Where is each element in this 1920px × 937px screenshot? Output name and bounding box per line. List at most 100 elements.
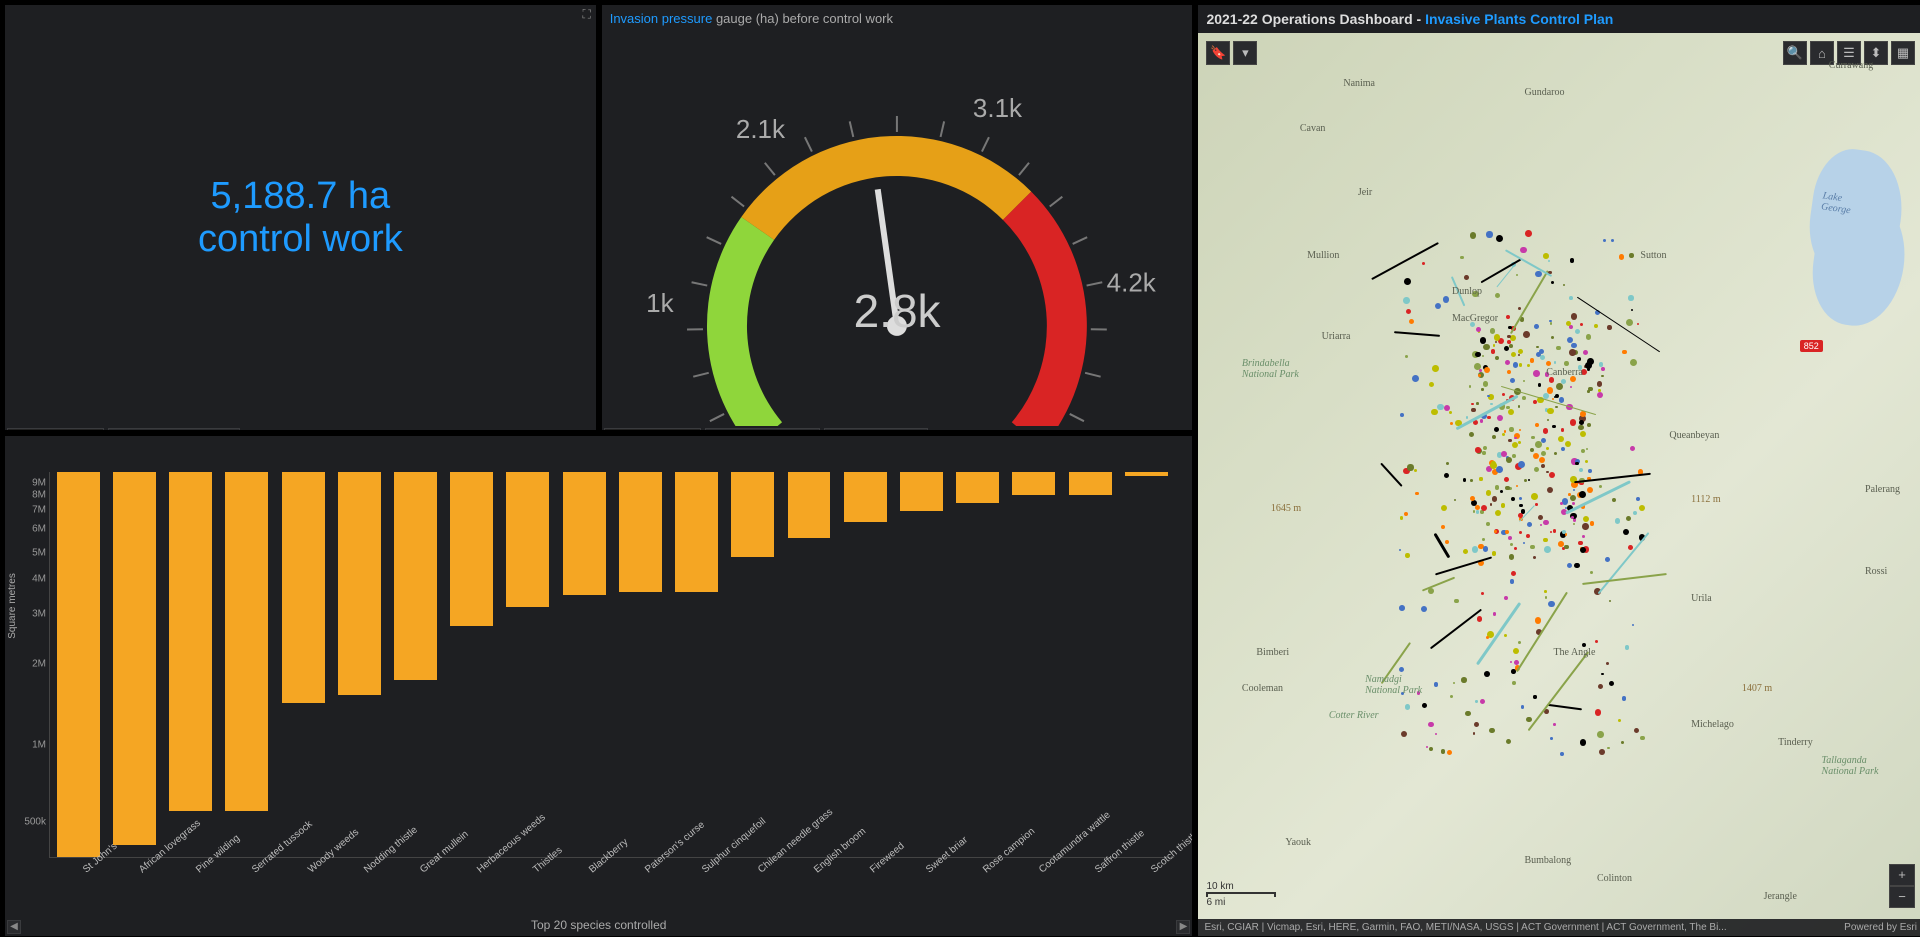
map-place-label: Mullion <box>1307 250 1339 261</box>
gauge-tab-1[interactable]: Contractor work <box>705 428 820 431</box>
map-scalebar: 10 km 6 mi <box>1206 881 1276 908</box>
svg-text:2.1k: 2.1k <box>736 114 786 144</box>
attribution-sources: Esri, CGIAR | Vicmap, Esri, HERE, Garmin… <box>1204 922 1726 933</box>
chart-scroll-right[interactable]: ▶ <box>1176 920 1190 934</box>
chart-ytick: 8M <box>10 489 46 500</box>
scalebar-km: 10 km <box>1206 881 1276 892</box>
map-attribution: Esri, CGIAR | Vicmap, Esri, HERE, Garmin… <box>1198 919 1920 936</box>
map-toolbar-left: 🔖▾ <box>1206 41 1257 65</box>
chart-bar[interactable]: Chilean needle grass <box>731 472 774 857</box>
chart-bar[interactable]: Nodding thistle <box>338 472 381 857</box>
map-place-label: Rossi <box>1865 566 1887 577</box>
chart-scroll-left[interactable]: ◀ <box>7 920 21 934</box>
map-place-label: MacGregor <box>1452 313 1498 324</box>
map-title-highlight: Invasive Plants Control Plan <box>1425 11 1613 27</box>
map-place-label: Tinderry <box>1778 737 1813 748</box>
gauge-value: 2.8k <box>602 284 1193 338</box>
map-park-label: Cotter River <box>1329 710 1379 721</box>
indicator-tab-0[interactable]: Control work <box>7 428 104 431</box>
svg-text:3.1k: 3.1k <box>973 93 1023 123</box>
map-place-label: Palerang <box>1865 484 1900 495</box>
chart-bar[interactable]: Blackberry <box>563 472 606 857</box>
zoom-out-button[interactable]: − <box>1889 886 1915 908</box>
chart-bar[interactable]: Sulphur cinquefoil <box>675 472 718 857</box>
indicator-caption: control work <box>198 218 403 261</box>
map-elevation-label: 1645 m <box>1271 503 1301 514</box>
map-elevation-label: 1112 m <box>1691 494 1721 505</box>
gauge-tab-0[interactable]: Control work <box>604 428 701 431</box>
map-canvas[interactable]: 🔖▾ 🔍⌂☰⬍▦ 10 km 6 mi + − Esri, CGIAR | Vi… <box>1198 33 1920 936</box>
chart-plot[interactable]: St John's wort African lovegrass Pine wild… <box>49 472 1174 858</box>
chart-bar[interactable]: Rose campion <box>956 472 999 857</box>
expand-icon[interactable]: ⛶ <box>580 7 594 21</box>
map-place-label: Bimberi <box>1256 647 1289 658</box>
map-park-label: NamadgiNational Park <box>1365 674 1422 696</box>
chart-x-title: Top 20 species controlled <box>5 916 1192 936</box>
chart-bar[interactable]: Great mullein <box>394 472 437 857</box>
map-place-label: Nanima <box>1343 78 1375 89</box>
chart-bar[interactable]: Paterson's curse <box>619 472 662 857</box>
map-title: 2021-22 Operations Dashboard - Invasive … <box>1198 5 1920 33</box>
scalebar-mi: 6 mi <box>1206 897 1276 908</box>
map-place-label: Jerangle <box>1764 891 1797 902</box>
chart-bar[interactable]: Thistles <box>506 472 549 857</box>
basemap-icon[interactable]: ▦ <box>1891 41 1915 65</box>
map-zoom-control: + − <box>1889 864 1915 908</box>
chart-bar[interactable]: Saffron thistle <box>1069 472 1112 857</box>
map-place-label: Canberra <box>1546 367 1583 378</box>
map-place-label: Yaouk <box>1285 837 1311 848</box>
dropdown-icon[interactable]: ▾ <box>1233 41 1257 65</box>
map-place-label: Cavan <box>1300 123 1326 134</box>
gauge-tab-2[interactable]: Not-controlled <box>824 428 929 431</box>
map-place-label: Sutton <box>1640 250 1666 261</box>
chart-ytick: 4M <box>10 574 46 585</box>
indicator-tab-1[interactable]: Area not-controlled <box>108 428 239 431</box>
attribution-powered: Powered by Esri <box>1844 922 1917 933</box>
map-park-label: TallagandaNational Park <box>1822 755 1879 777</box>
chart-ytick: 7M <box>10 505 46 516</box>
indicator-value: 5,188.7 ha <box>211 175 391 218</box>
indicator-panel: ⛶ 5,188.7 ha control work Control work Ar… <box>4 4 597 431</box>
map-place-label: Currawang <box>1829 60 1873 71</box>
map-place-label: Urila <box>1691 593 1712 604</box>
chart-ytick: 5M <box>10 547 46 558</box>
chart-bar[interactable]: Cootamundra wattle <box>1012 472 1055 857</box>
indicator-tabs: Control work Area not-controlled <box>5 426 242 431</box>
chart-bar[interactable]: Fireweed <box>844 472 887 857</box>
map-title-plain: 2021-22 Operations Dashboard - <box>1206 11 1425 27</box>
chart-bar[interactable]: Woody weeds <box>282 472 325 857</box>
chart-bar[interactable]: Herbaceous weeds <box>450 472 493 857</box>
gauge-title-highlight: Invasion pressure <box>610 11 713 26</box>
chart-bars: St John's wort African lovegrass Pine wild… <box>50 472 1174 857</box>
gauge-tabs: Control work Contractor work Not-controlle… <box>602 426 931 431</box>
chart-panel: Square metres St John's wortAfrican love… <box>4 435 1193 937</box>
bookmark-icon[interactable]: 🔖 <box>1206 41 1230 65</box>
chart-bar[interactable]: African lovegrass <box>113 472 156 857</box>
chart-ytick: 2M <box>10 659 46 670</box>
map-park-label: BrindabellaNational Park <box>1242 358 1299 380</box>
gauge-wrap: 01k2.1k3.1k4.2k5.2k 2.8k <box>602 26 1193 426</box>
chart-bar[interactable]: English broom <box>788 472 831 857</box>
chart-bar[interactable]: Pine wilding <box>169 472 212 857</box>
chart-bar[interactable]: Serrated tussock <box>225 472 268 857</box>
search-icon[interactable]: 🔍 <box>1783 41 1807 65</box>
map-panel: 2021-22 Operations Dashboard - Invasive … <box>1197 4 1920 937</box>
chart-bar[interactable]: Scotch thistle <box>1125 472 1168 857</box>
chart-bar[interactable]: Sweet briar <box>900 472 943 857</box>
chart-ytick: 3M <box>10 609 46 620</box>
zoom-in-button[interactable]: + <box>1889 864 1915 886</box>
map-place-label: Gundaroo <box>1524 87 1564 98</box>
chart-ytick: 500k <box>10 816 46 827</box>
map-place-label: Cooleman <box>1242 683 1283 694</box>
map-place-label: The Angle <box>1553 647 1595 658</box>
map-place-label: Colinton <box>1597 873 1632 884</box>
chart-ytick: 1M <box>10 739 46 750</box>
map-place-label: Uriarra <box>1322 331 1351 342</box>
chart-ytick: 6M <box>10 524 46 535</box>
map-place-label: Queanbeyan <box>1669 430 1719 441</box>
map-place-label: Dunlop <box>1452 286 1482 297</box>
chart-bar[interactable]: St John's wort <box>57 472 100 857</box>
gauge-panel: Invasion pressure gauge (ha) before cont… <box>601 4 1194 431</box>
map-place-label: Michelago <box>1691 719 1734 730</box>
map-place-label: Jeir <box>1358 187 1372 198</box>
